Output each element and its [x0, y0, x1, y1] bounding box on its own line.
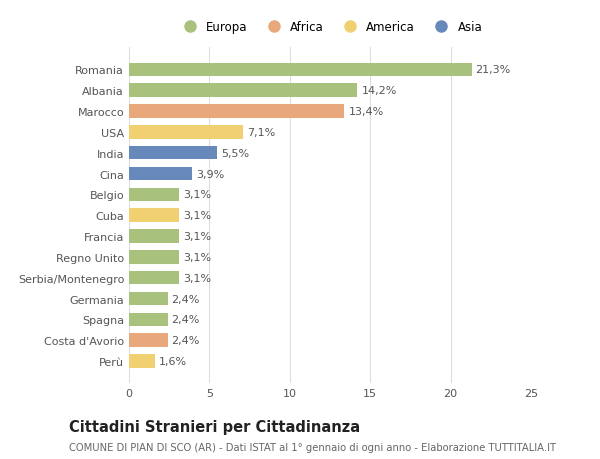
Text: 2,4%: 2,4%	[172, 294, 200, 304]
Bar	[129, 84, 358, 98]
Text: 3,1%: 3,1%	[183, 273, 211, 283]
Text: 3,1%: 3,1%	[183, 190, 211, 200]
Text: COMUNE DI PIAN DI SCO (AR) - Dati ISTAT al 1° gennaio di ogni anno - Elaborazion: COMUNE DI PIAN DI SCO (AR) - Dati ISTAT …	[69, 442, 556, 452]
Bar	[129, 334, 167, 347]
Bar	[129, 146, 217, 160]
Bar	[129, 271, 179, 285]
Text: 3,1%: 3,1%	[183, 252, 211, 262]
Text: 1,6%: 1,6%	[159, 356, 187, 366]
Bar	[129, 313, 167, 326]
Bar	[129, 251, 179, 264]
Bar	[129, 188, 179, 202]
Text: 2,4%: 2,4%	[172, 315, 200, 325]
Legend: Europa, Africa, America, Asia: Europa, Africa, America, Asia	[174, 17, 486, 37]
Text: Cittadini Stranieri per Cittadinanza: Cittadini Stranieri per Cittadinanza	[69, 419, 360, 434]
Text: 7,1%: 7,1%	[247, 128, 275, 138]
Bar	[129, 63, 472, 77]
Bar	[129, 209, 179, 223]
Text: 13,4%: 13,4%	[349, 107, 384, 117]
Text: 14,2%: 14,2%	[361, 86, 397, 96]
Bar	[129, 105, 344, 118]
Bar	[129, 292, 167, 306]
Text: 3,1%: 3,1%	[183, 211, 211, 221]
Bar	[129, 230, 179, 243]
Text: 21,3%: 21,3%	[476, 65, 511, 75]
Bar	[129, 126, 243, 140]
Bar	[129, 168, 192, 181]
Text: 2,4%: 2,4%	[172, 336, 200, 346]
Text: 3,9%: 3,9%	[196, 169, 224, 179]
Text: 5,5%: 5,5%	[221, 148, 250, 158]
Bar	[129, 354, 155, 368]
Text: 3,1%: 3,1%	[183, 231, 211, 241]
